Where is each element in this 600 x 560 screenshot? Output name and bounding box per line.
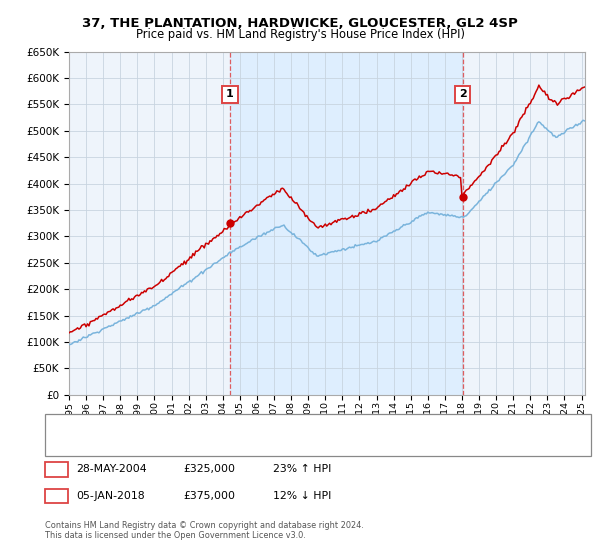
- Text: 37, THE PLANTATION, HARDWICKE, GLOUCESTER, GL2 4SP (detached house): 37, THE PLANTATION, HARDWICKE, GLOUCESTE…: [76, 421, 447, 431]
- Text: ——: ——: [50, 438, 80, 454]
- Text: £325,000: £325,000: [183, 464, 235, 474]
- Text: 23% ↑ HPI: 23% ↑ HPI: [273, 464, 331, 474]
- Text: 1: 1: [226, 90, 234, 100]
- Text: 12% ↓ HPI: 12% ↓ HPI: [273, 491, 331, 501]
- Text: This data is licensed under the Open Government Licence v3.0.: This data is licensed under the Open Gov…: [45, 531, 306, 540]
- Text: 1: 1: [53, 464, 60, 474]
- Text: £375,000: £375,000: [183, 491, 235, 501]
- Bar: [230, 52, 463, 395]
- Text: ——: ——: [50, 418, 80, 433]
- Text: 2: 2: [53, 491, 60, 501]
- Text: Price paid vs. HM Land Registry's House Price Index (HPI): Price paid vs. HM Land Registry's House …: [136, 28, 464, 41]
- Text: HPI: Average price, detached house, Stroud: HPI: Average price, detached house, Stro…: [76, 441, 286, 451]
- Text: 28-MAY-2004: 28-MAY-2004: [76, 464, 147, 474]
- Text: 2: 2: [459, 90, 467, 100]
- Text: 05-JAN-2018: 05-JAN-2018: [76, 491, 145, 501]
- Text: Contains HM Land Registry data © Crown copyright and database right 2024.: Contains HM Land Registry data © Crown c…: [45, 521, 364, 530]
- Text: 37, THE PLANTATION, HARDWICKE, GLOUCESTER, GL2 4SP: 37, THE PLANTATION, HARDWICKE, GLOUCESTE…: [82, 17, 518, 30]
